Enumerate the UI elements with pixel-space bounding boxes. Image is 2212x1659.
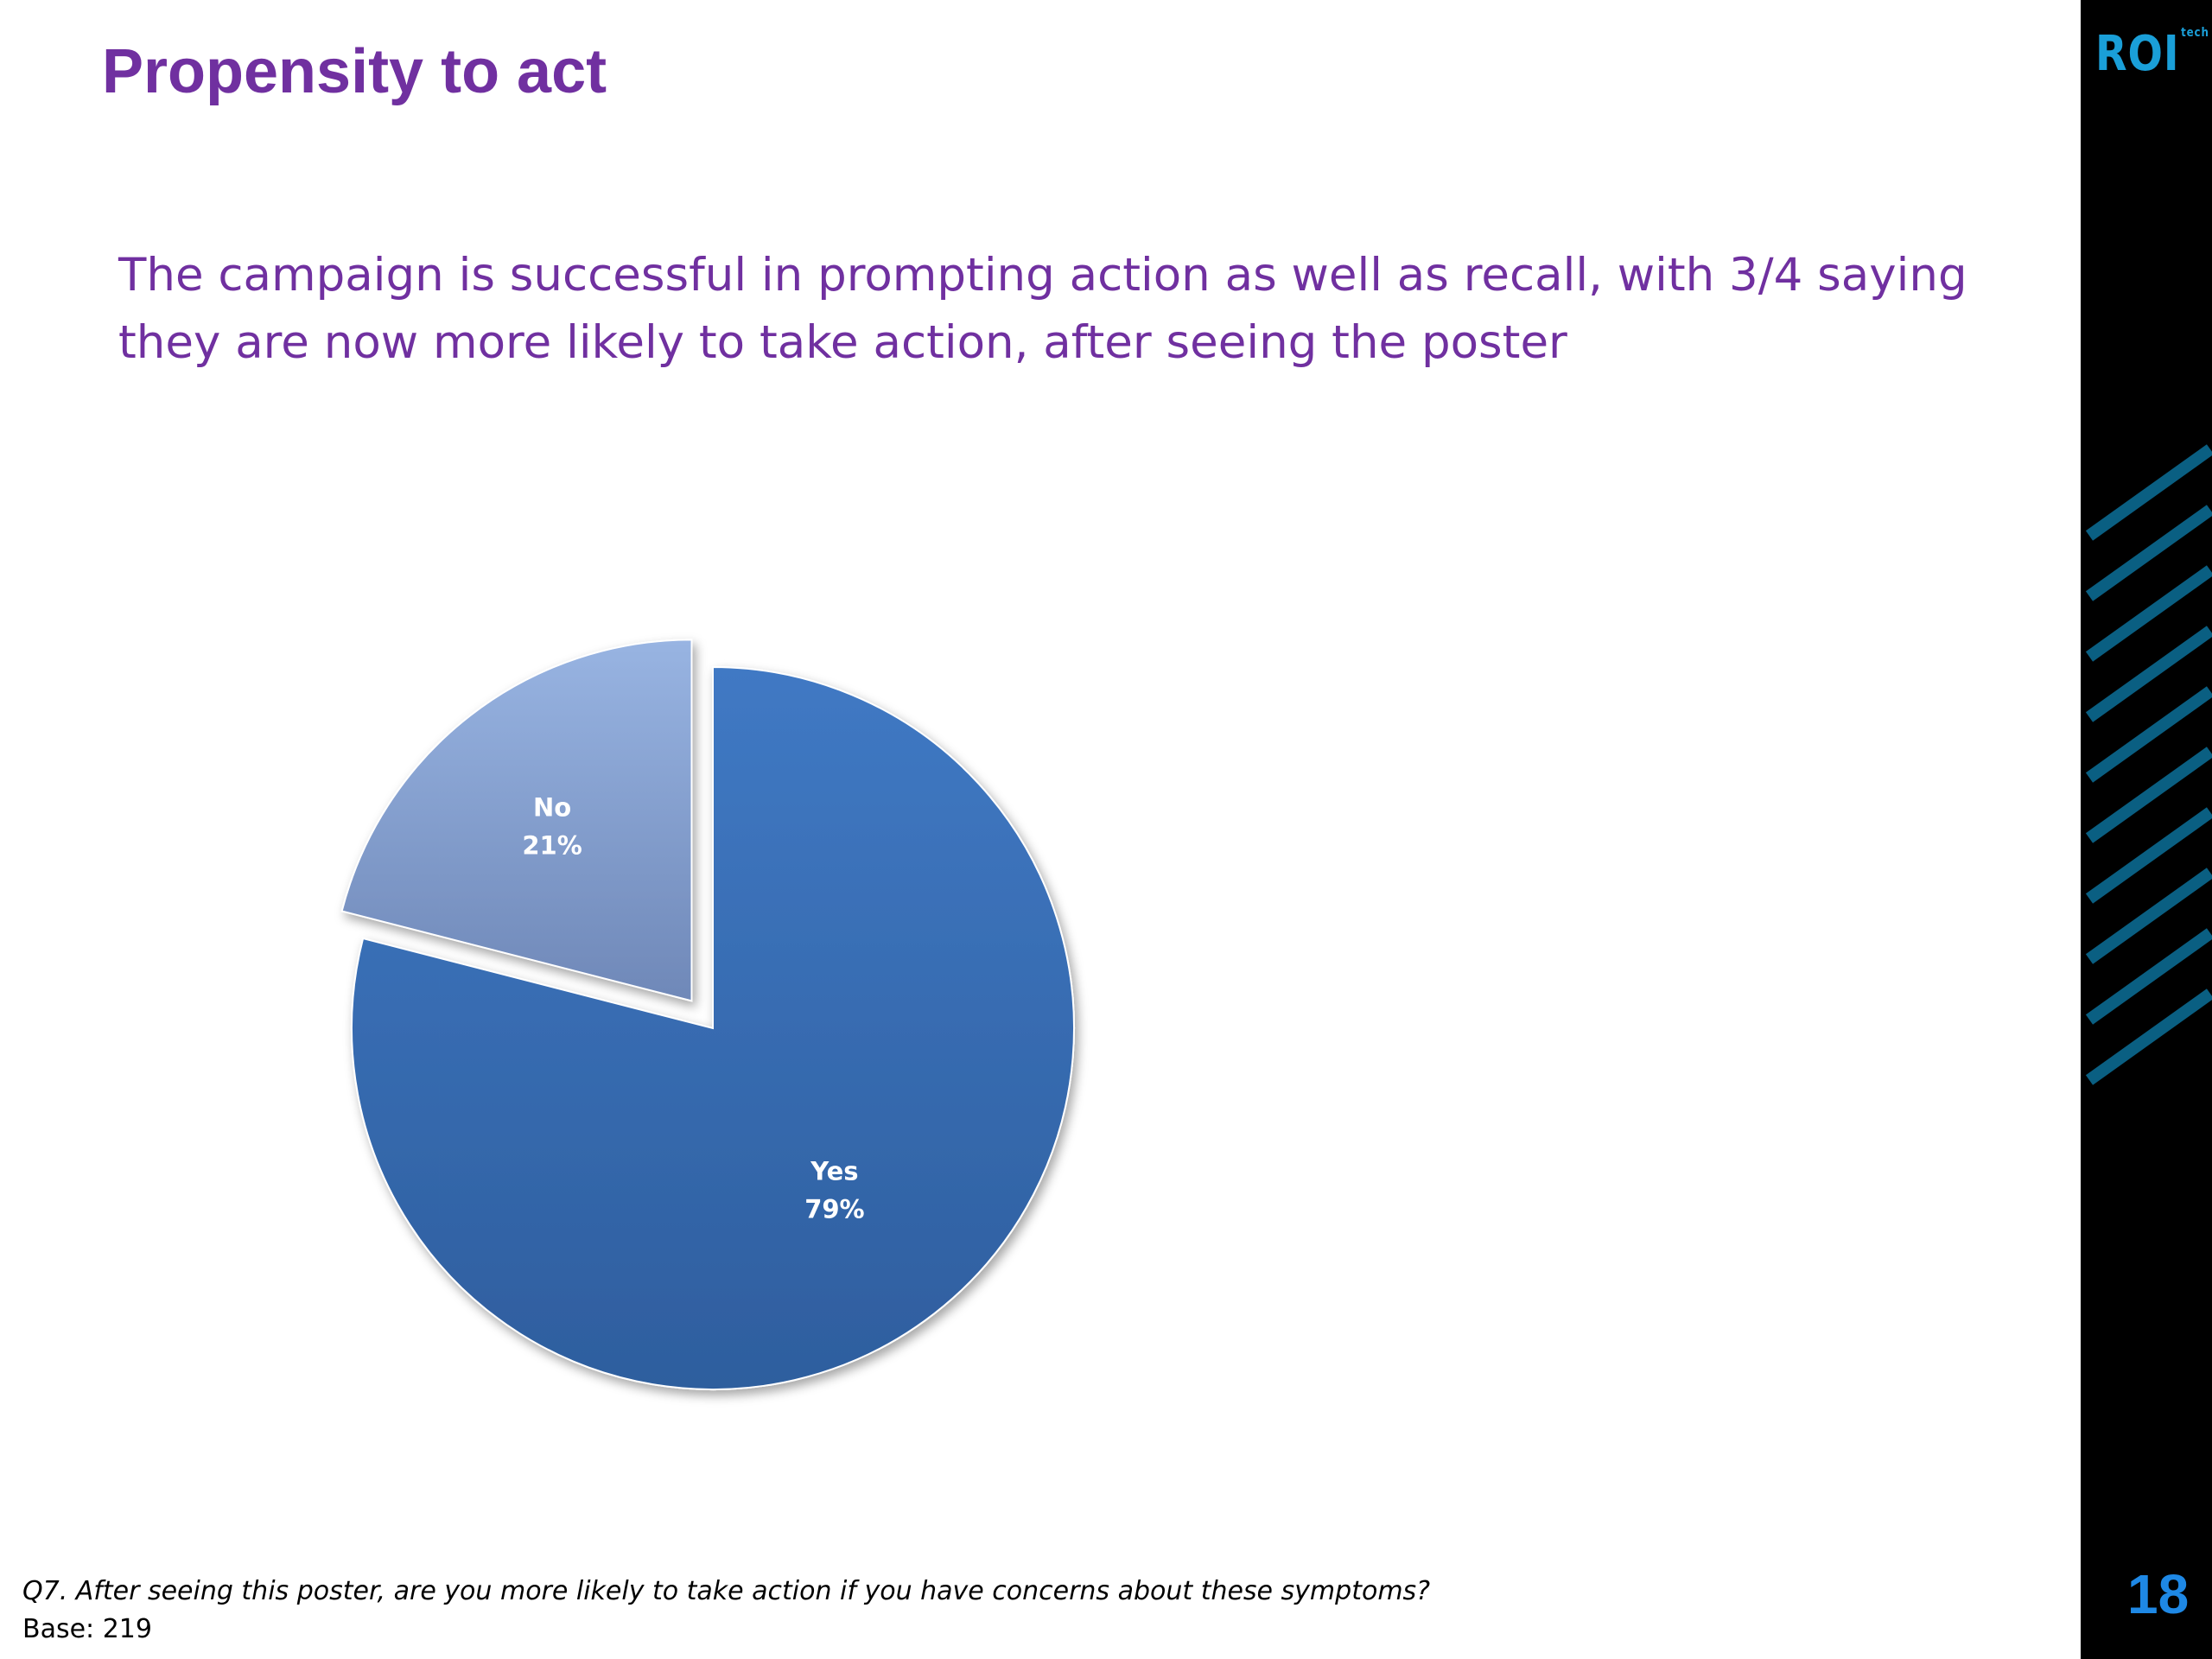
slice-value-no: 21% xyxy=(522,830,582,860)
slide-title: Propensity to act xyxy=(102,37,607,106)
pie-slice-yes xyxy=(351,665,1075,1390)
footnote: Q7. After seeing this poster, are you mo… xyxy=(22,1573,1430,1649)
slide-subtitle: The campaign is successful in prompting … xyxy=(118,249,1967,369)
pie-slice-no xyxy=(340,639,693,1002)
footnote-base: Base: 219 xyxy=(22,1614,152,1644)
slice-label-no: No xyxy=(533,792,571,822)
slice-value-yes: 79% xyxy=(804,1195,864,1224)
roi-logo: ROI tech xyxy=(2095,26,2209,82)
footnote-question: Q7. After seeing this poster, are you mo… xyxy=(22,1576,1431,1606)
slice-label-yes: Yes xyxy=(810,1157,858,1186)
pie-chart: Yes 79% No 21% xyxy=(340,639,1075,1390)
decorative-sidebar xyxy=(2081,0,2212,1659)
page-number: 18 xyxy=(2127,1563,2190,1625)
sidebar-texture xyxy=(2085,444,2212,1085)
